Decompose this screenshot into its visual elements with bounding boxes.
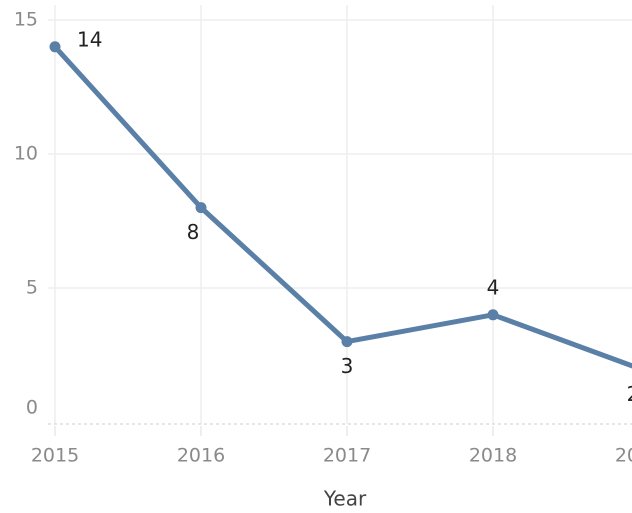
- data-label: 14: [77, 27, 102, 51]
- y-tick-label: 15: [14, 9, 38, 31]
- data-label: 4: [487, 275, 500, 299]
- y-tick-label: 0: [26, 397, 38, 419]
- x-tick-label: 2016: [177, 445, 225, 467]
- point: [487, 309, 499, 321]
- point: [49, 41, 61, 53]
- x-tick-label: 2019: [615, 445, 632, 467]
- y-tick-label: 5: [26, 277, 38, 299]
- y-tick-label: 10: [14, 143, 38, 165]
- line: [53, 45, 632, 369]
- point: [195, 202, 207, 214]
- x-tick-label: 2017: [323, 445, 371, 467]
- x-axis-title: Year: [323, 487, 367, 511]
- data-label: 3: [341, 354, 354, 378]
- x-tick-label: 2015: [31, 445, 79, 467]
- data-label: 8: [187, 220, 200, 244]
- x-tick-label: 2018: [469, 445, 517, 467]
- point: [341, 336, 353, 348]
- data-label: 2: [627, 382, 632, 406]
